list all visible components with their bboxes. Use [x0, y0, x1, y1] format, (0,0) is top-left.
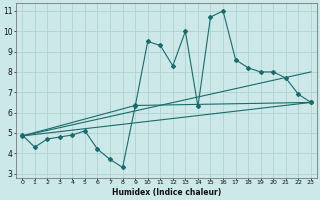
X-axis label: Humidex (Indice chaleur): Humidex (Indice chaleur): [112, 188, 221, 197]
